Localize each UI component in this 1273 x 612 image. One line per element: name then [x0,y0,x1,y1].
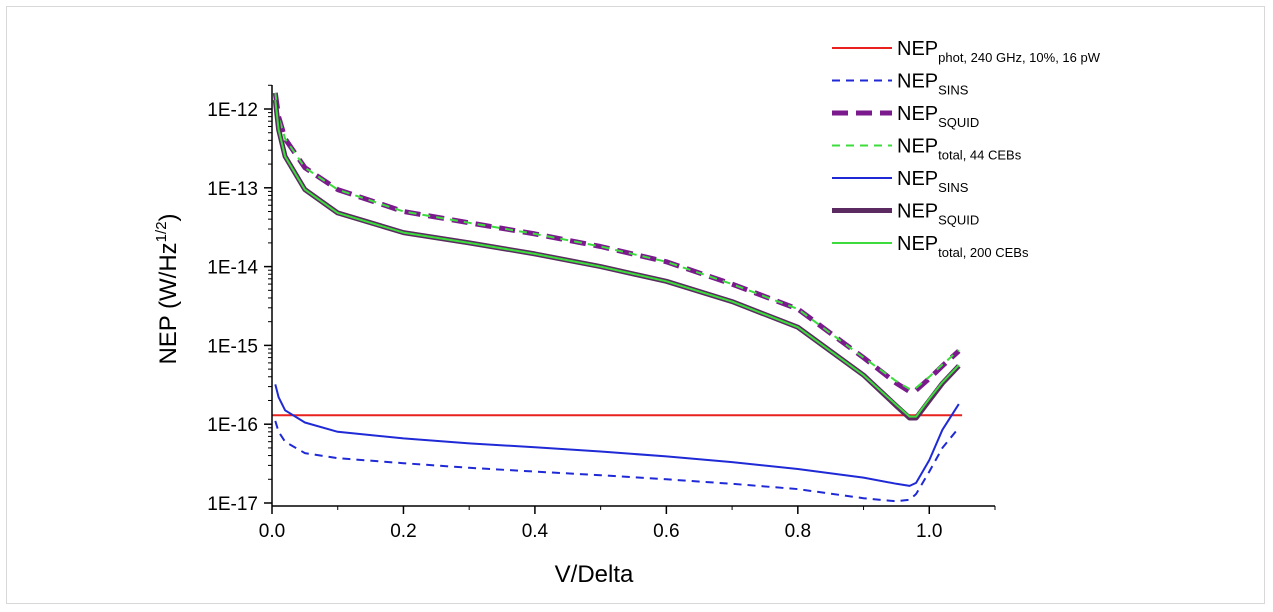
x-tick-label: 0.8 [785,521,811,542]
x-tick-label: 0.0 [259,521,285,542]
x-tick-label: 0.2 [390,521,416,542]
axes [271,85,995,507]
plot-lines [272,92,963,503]
y-tick-label: 1E-14 [207,258,258,279]
legend-entry-label: NEPSINS [897,71,969,98]
legend-entry-label: NEPSINS [897,168,969,195]
series-line-6 [274,99,960,418]
x-tick-label: 1.0 [916,521,942,542]
x-tick-label: 0.4 [522,521,549,542]
legend-entry-label: NEPtotal, 200 CEBs [897,233,1029,260]
series-line-1 [274,420,960,503]
chart-frame [6,6,1265,604]
series-line-4 [274,384,960,487]
y-tick-label: 1E-17 [207,494,258,515]
legend-entry-label: NEPSQUID [897,103,979,130]
y-tick-label: 1E-15 [207,336,258,357]
legend-entry-label: NEPphot, 240 GHz, 10%, 16 pW [897,38,1101,65]
series-line-3 [274,92,960,390]
y-tick-label: 1E-13 [207,179,258,200]
legend-entry-label: NEPtotal, 44 CEBs [897,136,1022,163]
x-tick-label: 0.6 [653,521,679,542]
y-tick-label: 1E-12 [207,100,258,121]
series-line-2 [272,92,961,394]
ticks: 0.0 0.2 0.4 0.6 0.8 1.0 1E-17 1E-16 1E-15 1E-14 1E… [207,84,996,542]
y-tick-label: 1E-16 [207,415,258,436]
legend: NEPphot, 240 GHz, 10%, 16 pW NEPSINS NEPSQ… [832,38,1101,260]
y-axis-title: NEP (W/Hz1/2) [153,213,182,364]
x-axis-title: V/Delta [555,561,634,588]
legend-entry-label: NEPSQUID [897,201,979,228]
